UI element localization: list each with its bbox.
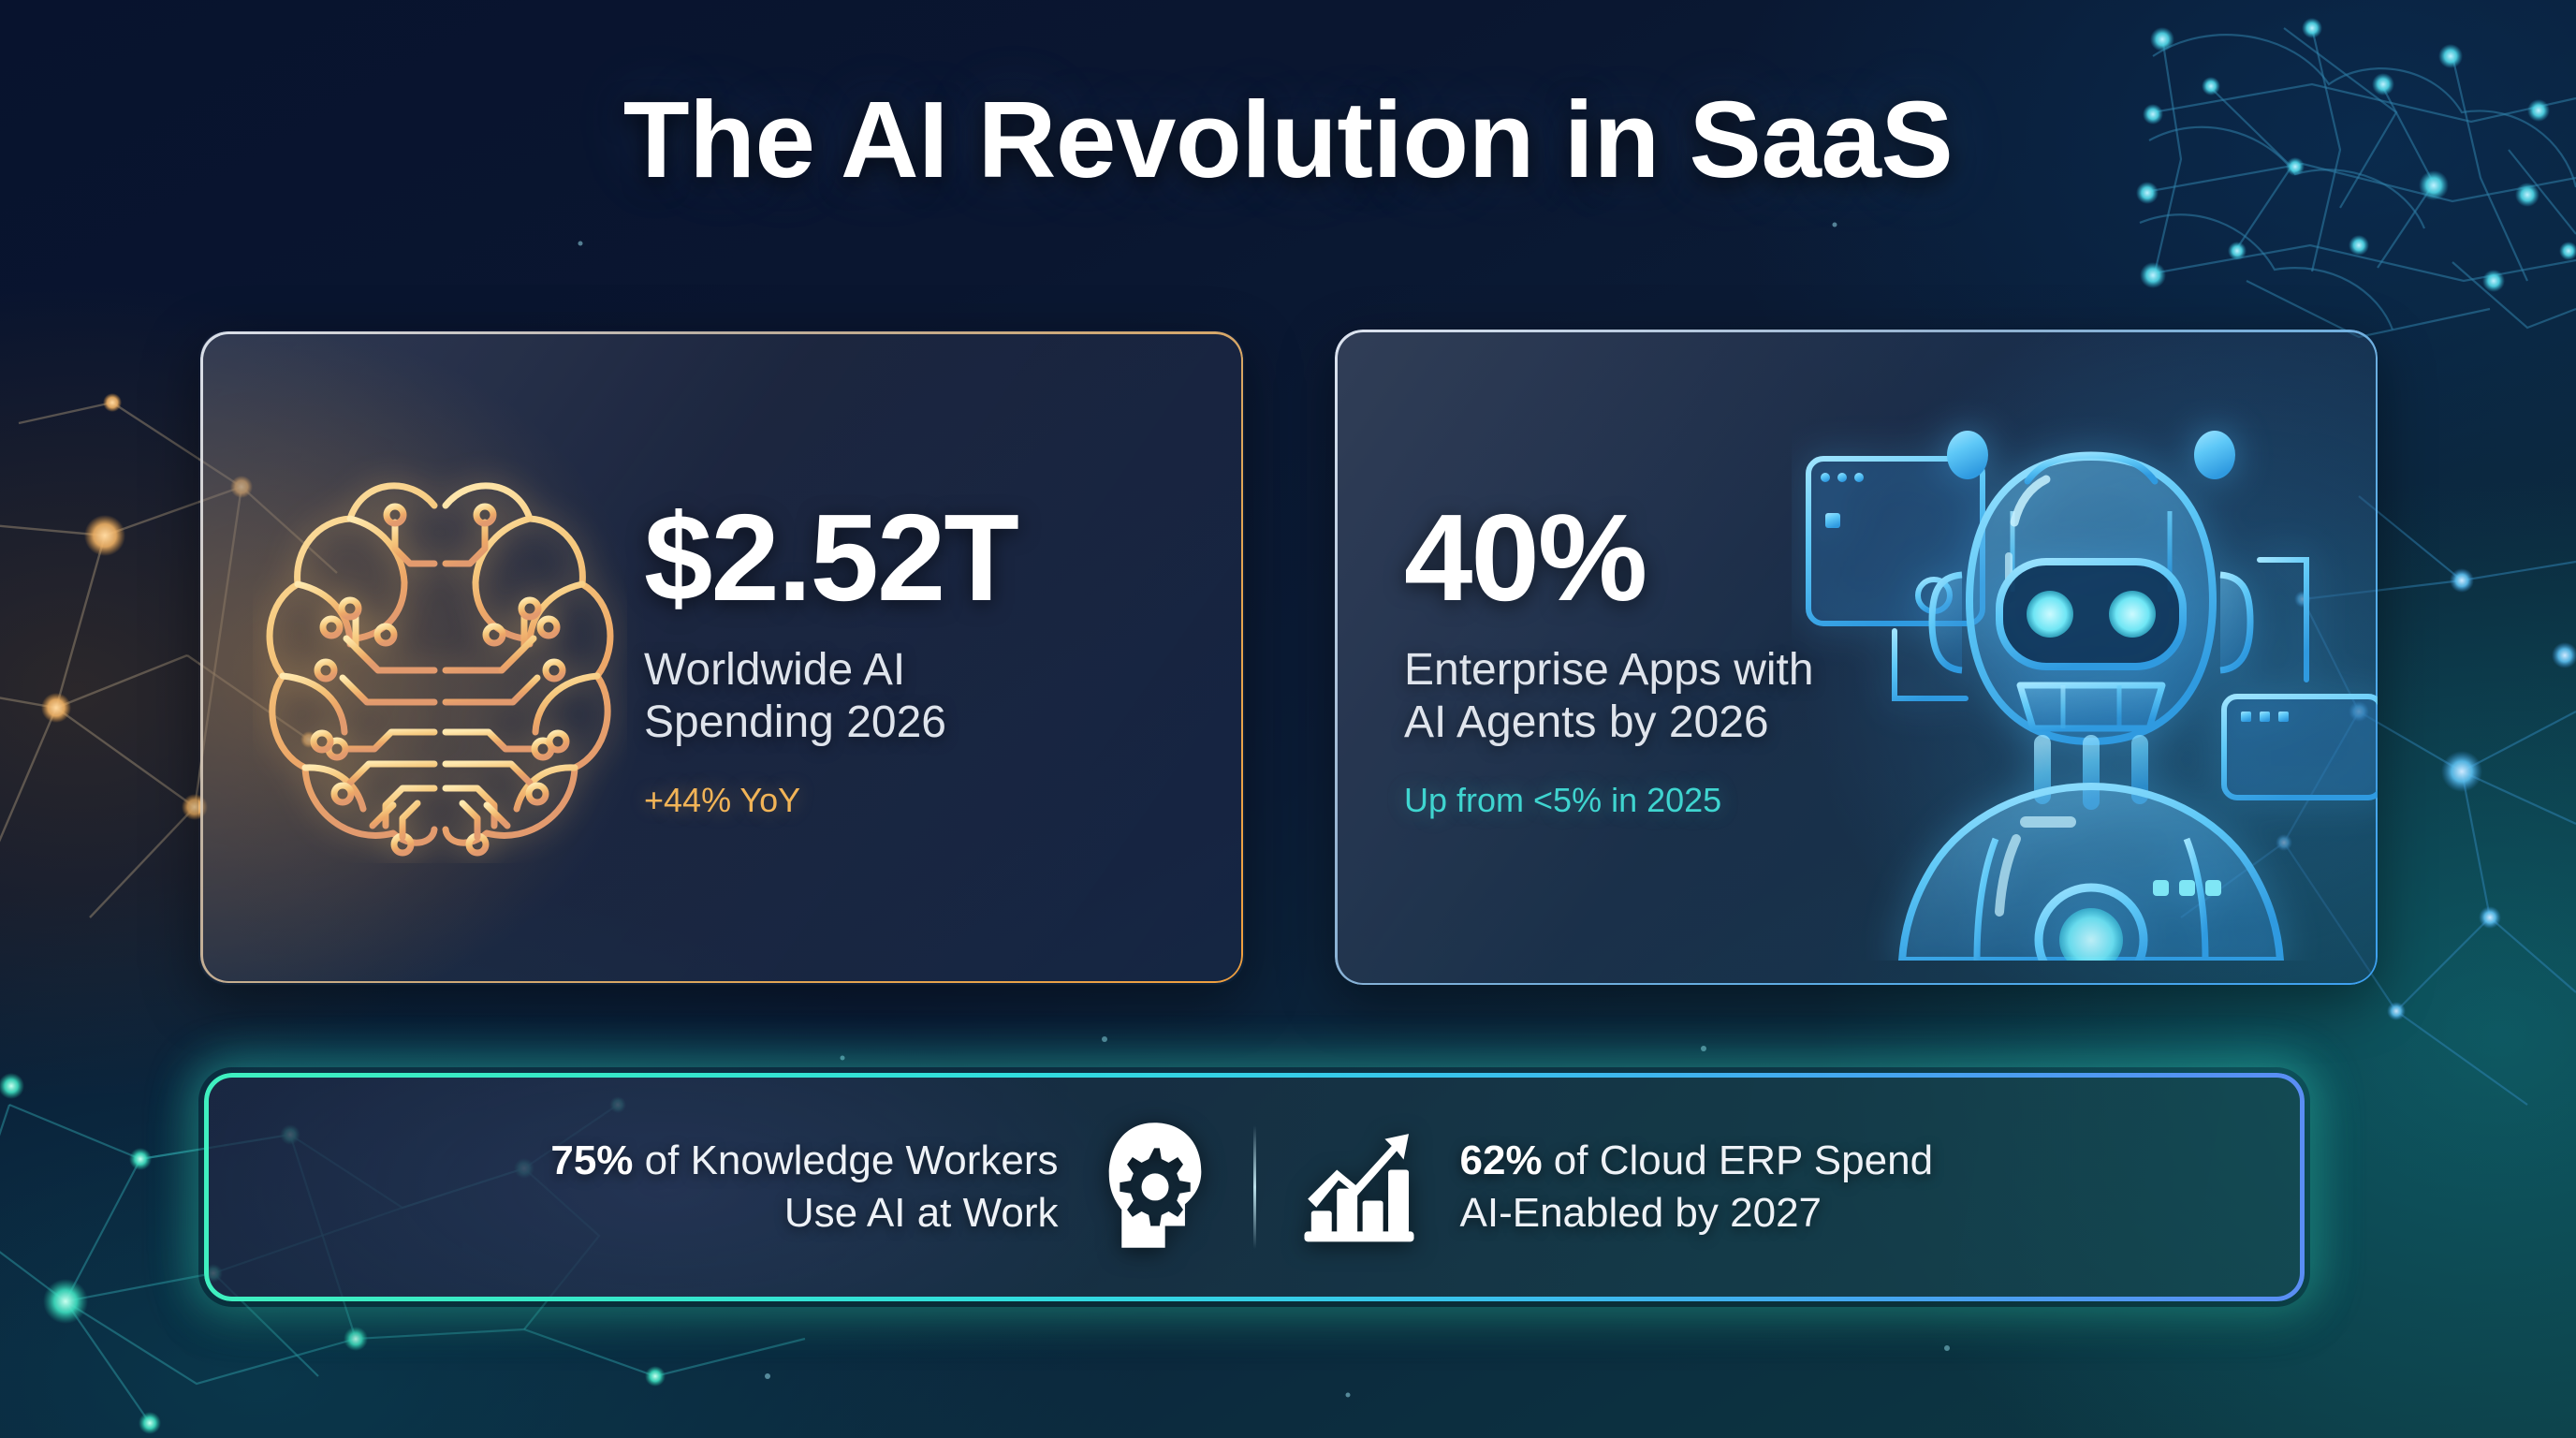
bottom-stat-text: 62% of Cloud ERP Spend AI-Enabled by 202… [1460,1135,1934,1240]
bottom-stat-highlight: 62% [1459,1137,1543,1183]
bottom-stat-highlight: 75% [550,1137,634,1183]
stat-note: Up from <5% in 2025 [1404,780,1722,819]
stat-label: Enterprise Apps with AI Agents by 2026 [1404,644,1814,748]
bottom-stat-rest: of Cloud ERP Spend AI-Enabled by 2027 [1459,1137,1934,1236]
stat-note: +44% YoY [644,780,801,819]
bottom-stat-knowledge-workers[interactable]: 75% of Knowledge Workers Use AI at Work [204,1073,1253,1301]
bottom-stat-rest: of Knowledge Workers Use AI at Work [644,1137,1059,1236]
stat-card-worldwide-ai-spending[interactable]: $2.52T Worldwide AI Spending 2026 +44% Y… [198,330,1245,985]
stat-value: $2.52T [644,488,1019,626]
stat-card-enterprise-apps-ai-agents[interactable]: 40% Enterprise Apps with AI Agents by 20… [1335,330,2378,985]
growth-bar-chart-icon [1299,1125,1419,1250]
bottom-stat-text: 75% of Knowledge Workers Use AI at Work [550,1135,1058,1240]
bottom-stat-cloud-erp[interactable]: 62% of Cloud ERP Spend AI-Enabled by 202… [1256,1073,2305,1301]
stat-label: Worldwide AI Spending 2026 [644,644,946,748]
stat-card-text: $2.52T Worldwide AI Spending 2026 +44% Y… [644,488,1019,819]
stat-card-text: 40% Enterprise Apps with AI Agents by 20… [1404,488,1814,819]
circuit-brain-icon [253,451,627,863]
head-gear-icon [1102,1117,1210,1258]
stat-cards-row: $2.52T Worldwide AI Spending 2026 +44% Y… [198,330,2378,985]
bottom-stats-bar[interactable]: 75% of Knowledge Workers Use AI at Work [204,1073,2305,1301]
ai-robot-agent-icon [1792,399,2378,985]
stat-value: 40% [1404,488,1647,626]
bottom-bar-divider [1252,1125,1256,1249]
page-title: The AI Revolution in SaaS [622,79,1954,200]
